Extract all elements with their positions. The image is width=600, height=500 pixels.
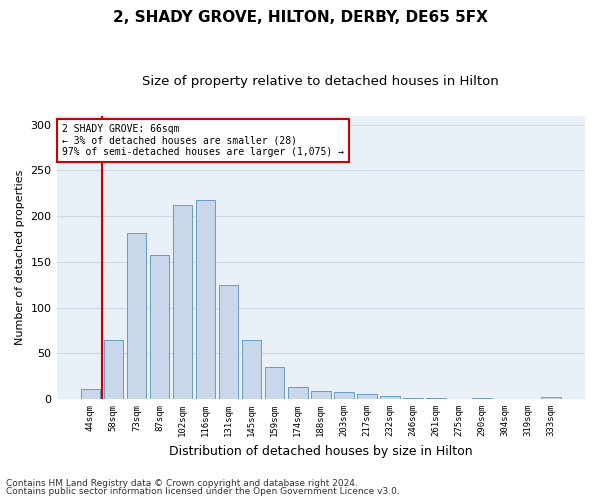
Bar bbox=[80, 389, 100, 399]
Bar bbox=[265, 367, 284, 399]
Bar bbox=[288, 387, 308, 399]
Bar bbox=[127, 232, 146, 399]
Bar bbox=[426, 398, 446, 399]
Text: Contains HM Land Registry data © Crown copyright and database right 2024.: Contains HM Land Registry data © Crown c… bbox=[6, 478, 358, 488]
Bar bbox=[104, 340, 123, 399]
Bar bbox=[472, 398, 492, 399]
Bar bbox=[541, 397, 561, 399]
Bar bbox=[219, 284, 238, 399]
Bar bbox=[149, 254, 169, 399]
Bar bbox=[242, 340, 262, 399]
X-axis label: Distribution of detached houses by size in Hilton: Distribution of detached houses by size … bbox=[169, 444, 473, 458]
Y-axis label: Number of detached properties: Number of detached properties bbox=[15, 170, 25, 345]
Bar bbox=[380, 396, 400, 399]
Bar bbox=[196, 200, 215, 399]
Text: 2 SHADY GROVE: 66sqm
← 3% of detached houses are smaller (28)
97% of semi-detach: 2 SHADY GROVE: 66sqm ← 3% of detached ho… bbox=[62, 124, 344, 158]
Bar bbox=[173, 205, 193, 399]
Title: Size of property relative to detached houses in Hilton: Size of property relative to detached ho… bbox=[142, 75, 499, 88]
Bar bbox=[403, 398, 423, 399]
Text: Contains public sector information licensed under the Open Government Licence v3: Contains public sector information licen… bbox=[6, 487, 400, 496]
Bar bbox=[334, 392, 353, 399]
Bar bbox=[311, 391, 331, 399]
Text: 2, SHADY GROVE, HILTON, DERBY, DE65 5FX: 2, SHADY GROVE, HILTON, DERBY, DE65 5FX bbox=[113, 10, 487, 25]
Bar bbox=[357, 394, 377, 399]
